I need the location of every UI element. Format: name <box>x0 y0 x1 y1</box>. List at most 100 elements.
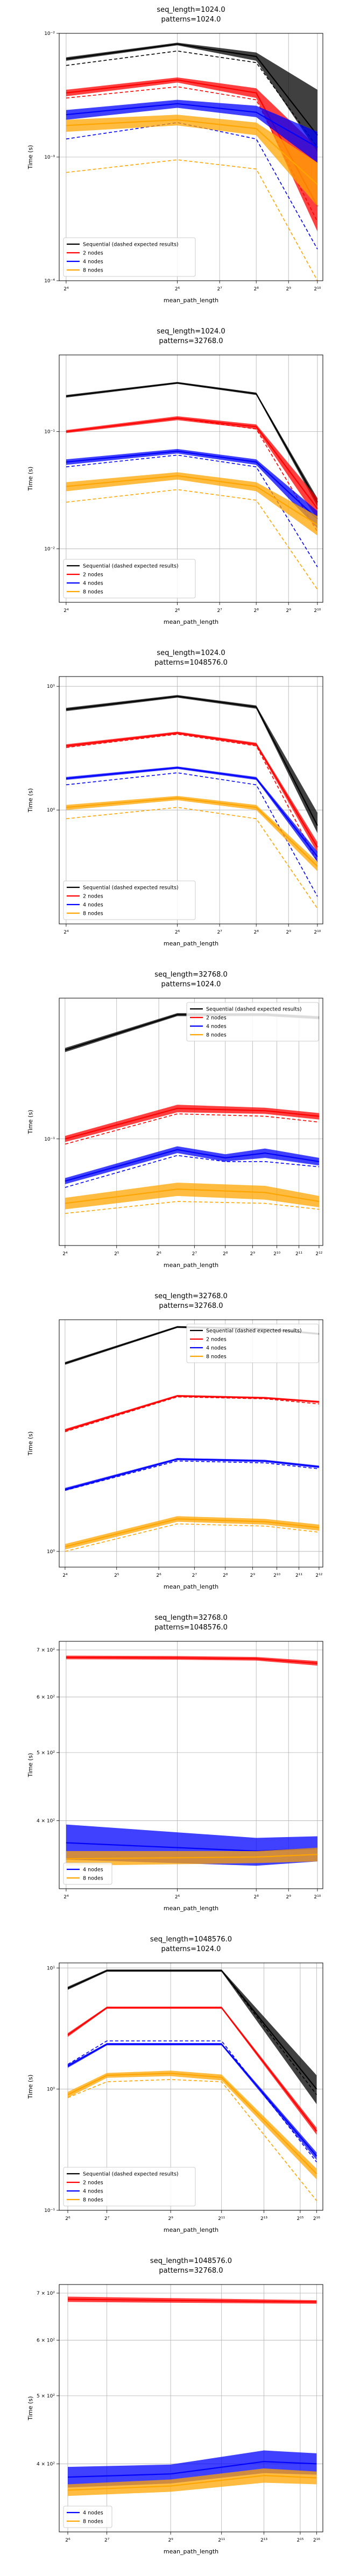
chart-panel: seq_length=1048576.0 patterns=32768.0 2⁶ 2⁷… <box>27 2257 323 2555</box>
y-tick-label: 10⁻¹ <box>44 2208 55 2214</box>
expected-line <box>66 454 318 567</box>
x-tick-label: 2⁴ <box>63 930 69 935</box>
legend-box <box>63 880 196 920</box>
legend-entry: 2 nodes <box>206 1015 227 1021</box>
legend-entry: Sequential (dashed expected results) <box>206 1328 302 1334</box>
legend-box <box>186 1002 319 1042</box>
x-tick-label: 2⁶ <box>65 2538 70 2543</box>
y-tick-label: 10¹ <box>47 684 55 689</box>
chart-subtitle: patterns=32768.0 <box>159 2267 223 2275</box>
series-line <box>66 43 318 136</box>
series-line <box>65 1458 320 1490</box>
y-axis-label: Time (s) <box>27 1110 34 1135</box>
plot-frame <box>59 1641 323 1889</box>
expected-line <box>67 1970 317 2095</box>
y-tick-label: 6 × 10² <box>37 1695 55 1700</box>
expected-line <box>66 695 318 826</box>
x-axis-label: mean_path_length <box>164 1905 218 1912</box>
y-tick-label: 10⁰ <box>47 2087 55 2093</box>
series-line <box>67 2007 317 2132</box>
chart-title: seq_length=32768.0 <box>154 1614 228 1622</box>
series-line <box>66 475 318 525</box>
chart-title: seq_length=32768.0 <box>154 971 228 979</box>
x-tick-label: 2⁸ <box>254 287 259 292</box>
y-tick-label: 10⁻¹ <box>44 1137 55 1142</box>
legend-entry: 8 nodes <box>83 589 103 595</box>
legend-entry: 2 nodes <box>206 1337 227 1343</box>
y-tick-label: 10⁻⁴ <box>44 279 55 284</box>
expected-line <box>66 382 318 503</box>
y-tick-label: 7 × 10² <box>37 2291 55 2296</box>
x-tick-label: 2⁴ <box>63 1895 69 1900</box>
series-band <box>66 472 317 536</box>
x-tick-label: 2⁶ <box>156 1573 161 1578</box>
series-line <box>67 2461 317 2478</box>
plot-frame <box>59 676 323 924</box>
y-tick-label: 10⁰ <box>47 808 55 813</box>
y-tick-label: 5 × 10² <box>37 1750 55 1756</box>
chart-panel: seq_length=32768.0 patterns=1048576.0 2⁴ 2⁶… <box>27 1614 323 1912</box>
expected-line <box>66 50 318 148</box>
x-tick-label: 2⁴ <box>63 287 69 292</box>
chart-subtitle: patterns=1024.0 <box>161 980 221 988</box>
expected-line <box>65 1155 319 1188</box>
y-axis-label: Time (s) <box>27 788 34 813</box>
x-axis-label: mean_path_length <box>164 940 218 947</box>
x-tick-label: 2⁷ <box>217 930 222 935</box>
y-axis-label: Time (s) <box>27 1753 34 1778</box>
expected-line <box>66 417 318 532</box>
chart-subtitle: patterns=1048576.0 <box>154 1624 228 1632</box>
series-line <box>65 1395 319 1431</box>
series-band <box>68 2468 317 2496</box>
legend-entry: 8 nodes <box>83 2197 103 2203</box>
chart-panel: seq_length=32768.0 patterns=32768.0 2⁴ 2⁵ 2⁶… <box>27 1292 323 1590</box>
legend-entry: 8 nodes <box>83 2519 103 2525</box>
expected-line <box>65 1396 319 1433</box>
y-tick-label: 7 × 10² <box>37 1648 55 1653</box>
x-axis-label: mean_path_length <box>164 1262 218 1269</box>
legend-entry: Sequential (dashed expected results) <box>206 1007 302 1013</box>
legend-entry: 4 nodes <box>83 1867 103 1873</box>
x-tick-label: 2⁷ <box>192 1573 197 1578</box>
x-tick-label: 2¹² <box>315 1251 322 1257</box>
series-band <box>65 1183 319 1209</box>
x-tick-label: 2⁴ <box>62 1573 68 1578</box>
series-line <box>65 1107 320 1140</box>
series-line <box>67 1970 317 2090</box>
x-tick-label: 2¹⁰ <box>314 608 321 614</box>
x-tick-label: 2¹⁰ <box>314 1895 321 1900</box>
legend-entry: 2 nodes <box>83 572 103 578</box>
legend-box <box>63 2167 196 2207</box>
legend-box <box>63 559 196 599</box>
chart-subtitle: patterns=1024.0 <box>161 16 221 24</box>
series-line <box>66 767 318 857</box>
series-line <box>66 103 318 148</box>
y-tick-label: 10⁻¹ <box>44 429 55 435</box>
expected-line <box>66 807 318 909</box>
expected-line <box>66 772 318 897</box>
series-line <box>67 2073 317 2174</box>
legend-entry: 4 nodes <box>83 581 103 587</box>
x-axis-label: mean_path_length <box>164 2548 218 2555</box>
legend-entry: Sequential (dashed expected results) <box>83 242 179 248</box>
x-tick-label: 2¹⁶ <box>313 2216 320 2222</box>
legend-entry: Sequential (dashed expected results) <box>83 2172 179 2177</box>
x-tick-label: 2⁵ <box>114 1251 119 1257</box>
legend-entry: 8 nodes <box>206 1354 227 1360</box>
y-tick-label: 5 × 10² <box>37 2394 55 2399</box>
series-band <box>66 731 317 853</box>
y-tick-label: 10⁰ <box>47 1549 55 1555</box>
chart-title: seq_length=1024.0 <box>157 328 225 336</box>
x-axis-label: mean_path_length <box>164 1583 218 1590</box>
x-tick-label: 2⁵ <box>114 1573 119 1578</box>
x-tick-label: 2⁸ <box>223 1573 228 1578</box>
series-line <box>66 1854 317 1860</box>
chart-title: seq_length=1024.0 <box>157 649 225 657</box>
y-tick-label: 6 × 10² <box>37 2338 55 2343</box>
x-tick-label: 2¹³ <box>260 2538 267 2543</box>
x-tick-label: 2¹¹ <box>295 1573 302 1578</box>
chart-title: seq_length=1048576.0 <box>150 1935 232 1944</box>
y-tick-label: 10¹ <box>47 1966 55 1971</box>
